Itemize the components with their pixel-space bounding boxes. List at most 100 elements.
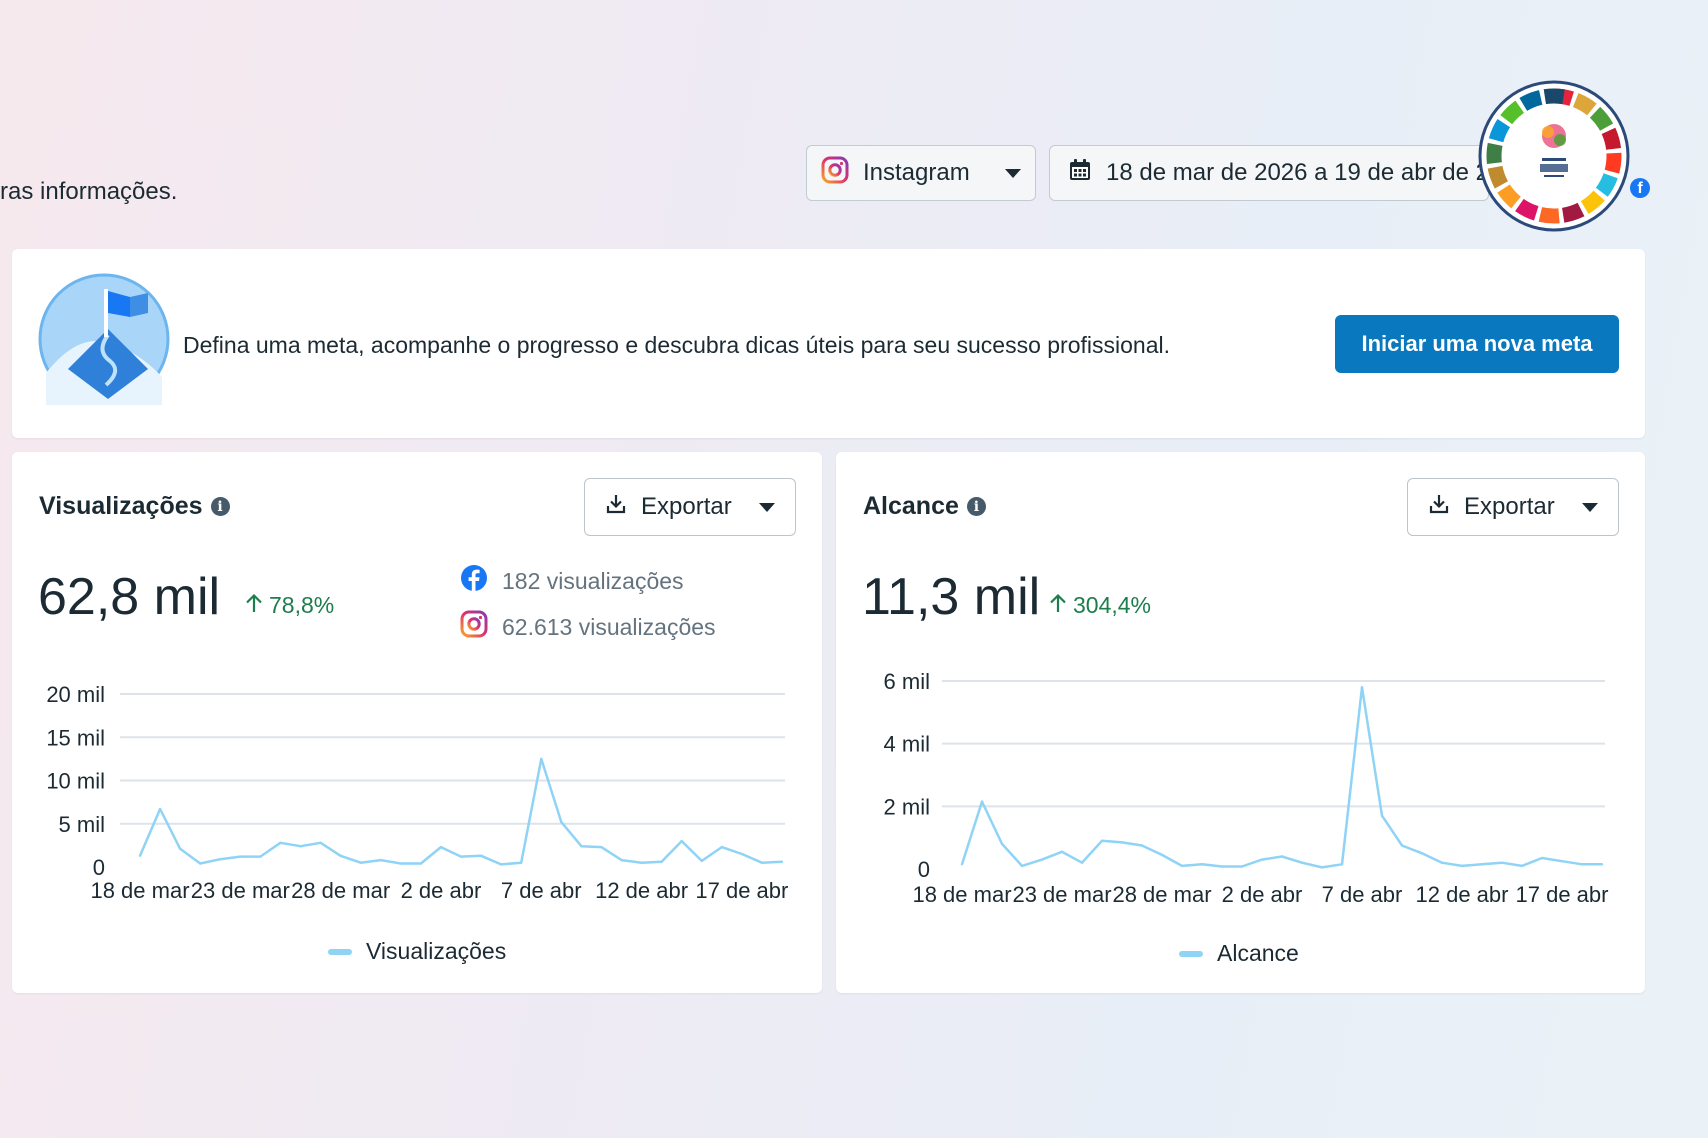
data-point xyxy=(1080,861,1084,864)
x-tick-label: 7 de abr xyxy=(501,878,582,903)
data-point xyxy=(299,845,302,848)
facebook-icon: f xyxy=(1630,178,1650,198)
data-point xyxy=(138,854,142,857)
reach-export-label: Exportar xyxy=(1464,493,1555,520)
views-total: 62,8 mil xyxy=(38,568,221,626)
platform-dropdown-label: Instagram xyxy=(863,159,970,186)
y-tick-label: 20 mil xyxy=(46,682,105,707)
data-point xyxy=(640,861,643,864)
calendar-icon xyxy=(1068,158,1092,189)
data-point xyxy=(1240,865,1244,868)
date-range-label: 18 de mar de 2026 a 19 de abr de 2026 xyxy=(1106,159,1489,186)
data-point xyxy=(259,855,262,858)
data-point xyxy=(1440,861,1444,864)
views-title: Visualizações xyxy=(39,492,203,520)
data-point xyxy=(339,854,342,857)
y-tick-label: 5 mil xyxy=(59,812,105,837)
views-legend-label: Visualizações xyxy=(366,938,507,964)
x-tick-label: 17 de abr xyxy=(1516,882,1609,907)
platform-dropdown[interactable]: Instagram xyxy=(806,145,1036,201)
data-point xyxy=(580,845,583,848)
data-point xyxy=(1220,865,1224,868)
x-tick-label: 18 de mar xyxy=(90,878,189,903)
data-point xyxy=(399,862,403,865)
data-point xyxy=(219,858,222,861)
data-point xyxy=(1000,842,1004,846)
data-point xyxy=(1380,814,1384,817)
data-point xyxy=(680,839,683,843)
download-icon xyxy=(1428,493,1450,522)
start-goal-button[interactable]: Iniciar uma nova meta xyxy=(1335,315,1619,373)
y-tick-label: 15 mil xyxy=(46,725,105,750)
reach-card: Alcance i Exportar 11,3 mil 304,4% 0 2 mi… xyxy=(836,452,1645,993)
instagram-views-row: 62.613 visualizações xyxy=(460,610,716,644)
info-icon[interactable]: i xyxy=(210,497,230,516)
data-point xyxy=(1420,852,1424,855)
y-tick-label: 6 mil xyxy=(884,669,930,694)
data-point xyxy=(1360,686,1364,689)
instagram-icon xyxy=(460,610,488,644)
date-range-dropdown[interactable]: 18 de mar de 2026 a 19 de abr de 2026 xyxy=(1049,145,1489,201)
data-point xyxy=(1300,861,1304,864)
reach-legend-label: Alcance xyxy=(1217,940,1299,966)
reach-delta: 304,4% xyxy=(1049,592,1151,619)
data-point xyxy=(1180,864,1184,868)
views-export-label: Exportar xyxy=(641,493,732,520)
data-point xyxy=(560,820,563,824)
data-point xyxy=(239,855,242,858)
facebook-views-count: 182 visualizações xyxy=(502,567,684,594)
data-point xyxy=(479,854,483,857)
y-tick-label: 0 xyxy=(93,855,105,880)
data-point xyxy=(178,847,182,851)
data-point xyxy=(459,855,463,858)
data-point xyxy=(1320,866,1324,869)
views-line-chart: 0 5 mil 10 mil 15 mil 20 mil 18 de mar 23 de m… xyxy=(46,682,788,903)
data-point xyxy=(319,841,322,844)
x-tick-label: 23 de mar xyxy=(191,878,290,903)
y-tick-label: 10 mil xyxy=(46,769,105,794)
x-tick-label: 18 de mar xyxy=(912,882,1011,907)
data-point xyxy=(1280,855,1284,858)
goal-banner-text: Defina uma meta, acompanhe o progresso e… xyxy=(183,332,1170,358)
data-point xyxy=(1500,861,1504,864)
info-icon[interactable]: i xyxy=(966,497,986,516)
data-point xyxy=(1160,853,1164,857)
data-point xyxy=(740,852,744,856)
data-point xyxy=(700,859,703,863)
data-point xyxy=(1540,856,1544,860)
data-point xyxy=(279,841,282,844)
data-point xyxy=(960,863,964,866)
legend-swatch xyxy=(328,948,352,955)
data-point xyxy=(1520,864,1524,868)
data-point xyxy=(980,800,984,803)
reach-title: Alcance xyxy=(863,492,959,520)
x-tick-label: 7 de abr xyxy=(1322,882,1403,907)
x-tick-label: 28 de mar xyxy=(1112,882,1211,907)
x-tick-label: 17 de abr xyxy=(695,878,788,903)
data-point xyxy=(780,860,784,864)
page-subtitle: ras informações. xyxy=(0,178,178,205)
views-delta-value: 78,8% xyxy=(269,592,335,618)
data-point xyxy=(760,861,764,864)
instagram-icon xyxy=(821,156,849,191)
data-point xyxy=(1340,863,1344,866)
data-point xyxy=(1100,839,1104,842)
instagram-views-count: 62.613 visualizações xyxy=(502,613,716,640)
data-point xyxy=(519,861,523,864)
data-point xyxy=(1400,844,1404,847)
data-point xyxy=(1060,850,1064,853)
reach-line-chart: 0 2 mil 4 mil 6 mil 18 de mar 23 de mar 28 de … xyxy=(884,669,1609,907)
reach-delta-value: 304,4% xyxy=(1073,592,1152,618)
reach-export-button[interactable]: Exportar xyxy=(1407,478,1619,536)
data-point xyxy=(1480,863,1484,866)
data-point xyxy=(720,845,724,849)
facebook-icon xyxy=(460,564,488,598)
views-export-button[interactable]: Exportar xyxy=(584,478,796,536)
goal-flag-illustration xyxy=(38,273,170,405)
x-tick-label: 2 de abr xyxy=(401,878,482,903)
data-point xyxy=(198,862,202,865)
x-tick-label: 2 de abr xyxy=(1222,882,1303,907)
goal-banner: Defina uma meta, acompanhe o progresso e… xyxy=(12,249,1645,438)
data-point xyxy=(1200,863,1204,866)
data-point xyxy=(359,861,362,864)
